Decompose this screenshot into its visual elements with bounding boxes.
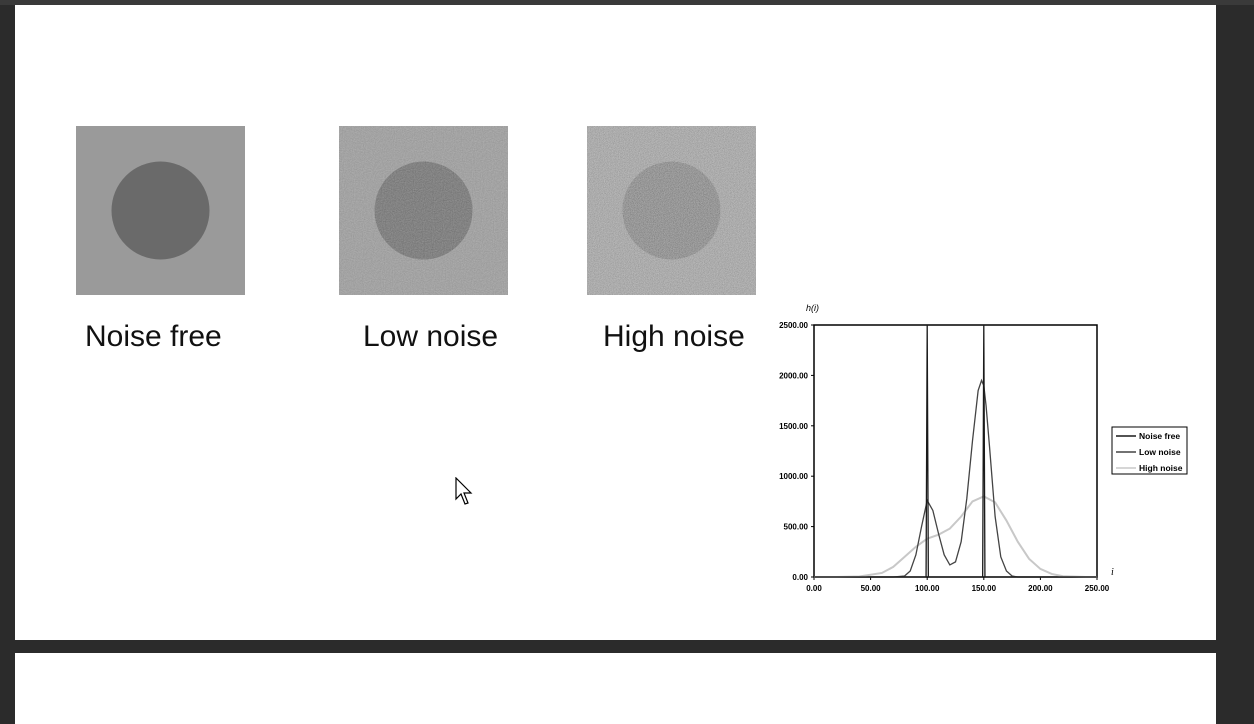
series-line-low-noise	[814, 378, 1097, 578]
y-tick-label: 1000.00	[779, 472, 808, 481]
next-slide	[15, 653, 1216, 724]
window-top-bar	[0, 0, 1254, 5]
high-noise-image	[587, 126, 756, 295]
legend-label: Noise free	[1139, 431, 1180, 441]
x-tick-label: 200.00	[1028, 584, 1053, 593]
y-tick-label: 2500.00	[779, 321, 808, 330]
plot-area	[813, 324, 1098, 578]
x-axis-label: i	[1111, 567, 1114, 578]
caption-high-noise: High noise	[603, 320, 745, 353]
x-tick-label: 150.00	[972, 584, 997, 593]
y-tick-label: 500.00	[784, 523, 809, 532]
noise-free-disk	[111, 161, 210, 260]
x-tick-label: 250.00	[1085, 584, 1110, 593]
legend-label: Low noise	[1139, 447, 1181, 457]
y-axis-label: h(i)	[806, 303, 819, 313]
legend-label: High noise	[1139, 463, 1183, 473]
x-tick-label: 50.00	[861, 584, 882, 593]
series-line-high-noise	[814, 495, 1097, 578]
low-noise-image	[339, 126, 508, 295]
caption-low-noise: Low noise	[363, 320, 499, 353]
histogram-chart: 0.00 500.00 1000.00 1500.00 2000.00 2500.00 0.…	[779, 303, 1188, 593]
noise-free-image	[76, 126, 245, 295]
y-tick-label: 2000.00	[779, 371, 808, 380]
low-noise-disk	[374, 161, 473, 260]
y-tick-label: 1500.00	[779, 422, 808, 431]
series-line-noise-free	[814, 324, 1097, 578]
y-tick-label: 0.00	[792, 573, 808, 582]
caption-noise-free: Noise free	[85, 320, 222, 353]
legend-box	[1111, 426, 1188, 475]
mouse-cursor-icon	[455, 477, 473, 505]
x-tick-label: 100.00	[915, 584, 940, 593]
high-noise-disk	[622, 161, 721, 260]
x-tick-label: 0.00	[806, 584, 822, 593]
